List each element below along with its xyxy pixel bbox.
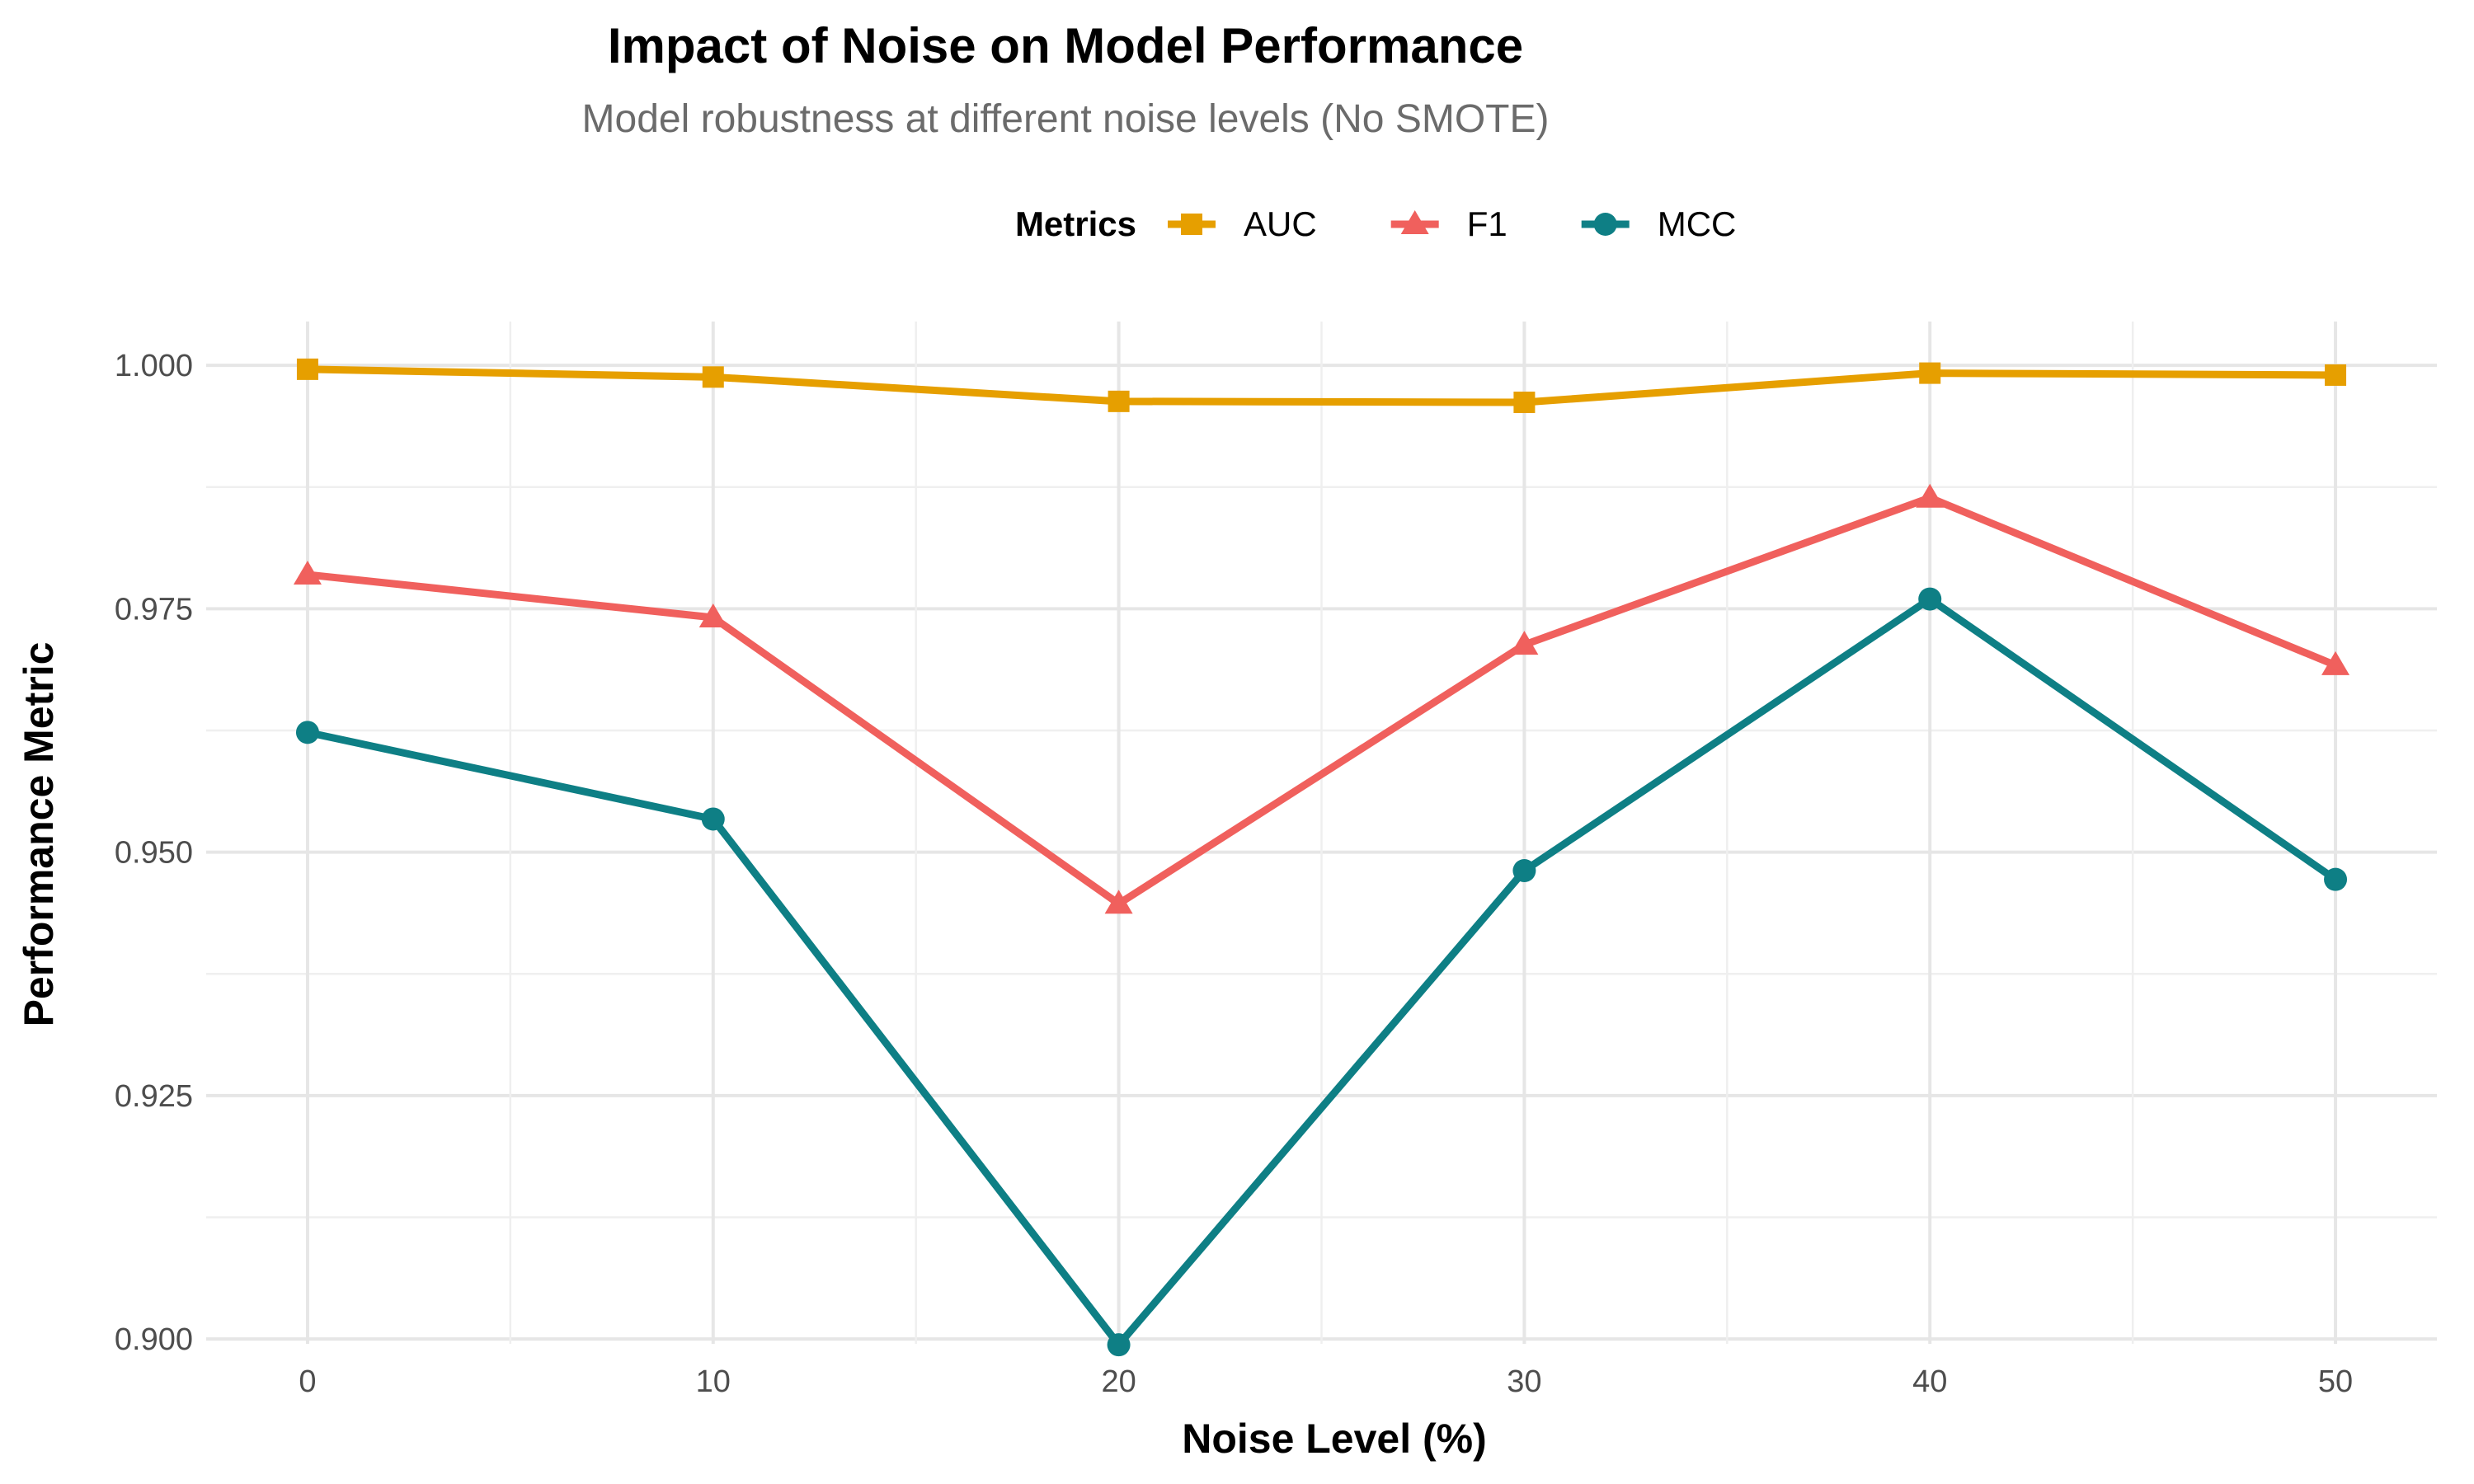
y-tick-label: 1.000 xyxy=(115,349,193,383)
y-tick-label: 0.900 xyxy=(115,1322,193,1357)
series-line-auc xyxy=(303,365,2340,406)
data-point-mcc xyxy=(295,721,319,744)
x-tick-label: 50 xyxy=(2318,1364,2353,1399)
x-tick-label: 10 xyxy=(696,1364,731,1399)
data-point-mcc xyxy=(1512,859,1536,883)
chart-title: Impact of Noise on Model Performance xyxy=(608,18,1523,73)
y-axis-title: Performance Metric xyxy=(16,642,62,1027)
legend-item-f1: F1 xyxy=(1390,204,1507,243)
data-point-mcc xyxy=(1918,587,1942,611)
series-auc xyxy=(296,358,2347,414)
data-point-auc xyxy=(702,366,724,388)
data-point-auc xyxy=(1919,362,1941,384)
legend-key-square-icon xyxy=(1181,214,1202,235)
legend-label: MCC xyxy=(1658,204,1737,243)
data-point-f1 xyxy=(293,561,322,585)
x-tick-label: 40 xyxy=(1912,1364,1947,1399)
grid xyxy=(206,322,2437,1344)
data-point-mcc xyxy=(1107,1333,1131,1357)
legend-key-circle-icon xyxy=(1593,213,1617,236)
legend-label: AUC xyxy=(1244,204,1317,243)
data-point-auc xyxy=(2325,364,2347,386)
legend-item-mcc: MCC xyxy=(1581,204,1737,243)
x-tick-label: 30 xyxy=(1507,1364,1541,1399)
data-point-f1 xyxy=(2321,650,2350,675)
legend: Metrics AUC F1 MCC xyxy=(1015,204,1736,243)
data-point-f1 xyxy=(698,603,727,628)
data-point-mcc xyxy=(701,807,725,831)
legend-title: Metrics xyxy=(1015,204,1136,243)
series-line-mcc xyxy=(303,595,2340,1349)
x-tick-label: 20 xyxy=(1101,1364,1136,1399)
series-mcc xyxy=(295,587,2348,1357)
x-tick-label: 0 xyxy=(299,1364,316,1399)
data-point-auc xyxy=(1108,390,1130,412)
x-axis-ticks: 0 10 20 30 40 50 xyxy=(299,1364,2353,1399)
data-point-f1 xyxy=(1916,483,1945,508)
legend-key-triangle-icon xyxy=(1400,210,1429,234)
series-line-f1 xyxy=(303,494,2340,908)
data-point-mcc xyxy=(2324,867,2348,891)
data-point-f1 xyxy=(1104,890,1133,914)
x-axis-title: Noise Level (%) xyxy=(1182,1416,1487,1462)
y-tick-label: 0.975 xyxy=(115,592,193,627)
data-point-auc xyxy=(1513,392,1536,414)
data-point-auc xyxy=(296,358,318,380)
legend-label: F1 xyxy=(1467,204,1507,243)
series-f1 xyxy=(293,483,2350,914)
series-layer xyxy=(293,358,2350,1357)
chart-subtitle: Model robustness at different noise leve… xyxy=(582,97,1550,141)
y-axis-ticks: 0.900 0.925 0.950 0.975 1.000 xyxy=(115,349,193,1357)
y-tick-label: 0.950 xyxy=(115,836,193,871)
legend-item-auc: AUC xyxy=(1168,204,1317,243)
data-point-f1 xyxy=(1510,631,1539,655)
y-tick-label: 0.925 xyxy=(115,1079,193,1114)
